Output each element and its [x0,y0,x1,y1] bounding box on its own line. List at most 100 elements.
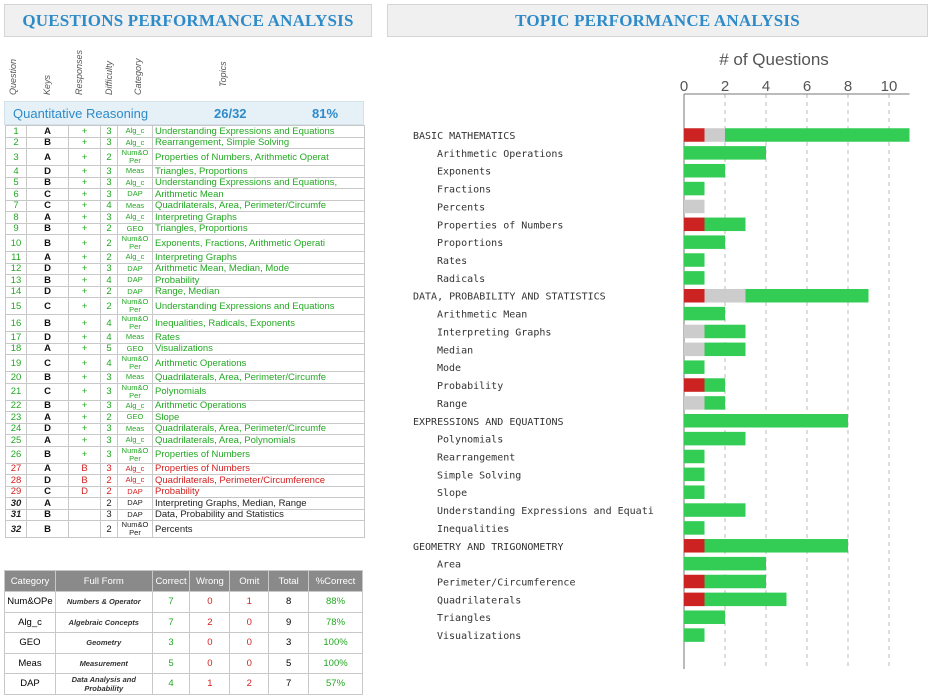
question-key: D [26,331,69,344]
question-category: Num&O Per [117,314,153,332]
bar-wrong [684,128,705,142]
summary-total: 9 [268,611,310,633]
bar-correct [745,288,869,303]
topic-label: Quadrilaterals [437,595,521,606]
summary-omit: 1 [229,591,270,613]
question-key: A [26,211,69,224]
question-topic: Arithmetic Operations [152,354,365,372]
question-response: B [68,474,101,487]
question-number: 7 [5,199,27,212]
question-difficulty: 4 [100,331,118,344]
question-row: 4 D +3 Meas Triangles, Proportions [5,165,365,178]
bar-omit [684,324,705,339]
question-category: DAP [117,262,153,275]
summary-category: DAP [4,673,56,695]
question-difficulty: 4 [100,274,118,287]
question-number: 26 [5,445,27,464]
question-topic: Arithmetic Operations [152,399,365,412]
summary-row: Num&OPe Numbers & Operator 7 0 1 8 88% [4,591,363,613]
summary-wrong: 0 [189,632,231,654]
question-number: 31 [5,508,27,521]
question-response: + [68,125,101,138]
question-response: D [68,485,101,498]
summary-wrong: 0 [189,591,231,613]
question-row: 11 A +2 Alg_c Interpreting Graphs [5,251,365,264]
bar-correct [684,163,725,178]
question-key: D [26,422,69,435]
question-topic: Interpreting Graphs [152,211,365,224]
question-key: B [26,274,69,287]
summary-correct: 7 [151,611,191,633]
question-topic: Quadrilaterals, Area, Perimeter/Circumfe [152,371,365,384]
topic-label: Fractions [437,185,491,196]
question-key: B [26,176,69,189]
question-response [68,520,101,538]
topic-label: Understanding Expressions and Equati [437,506,654,517]
bar-correct [684,235,725,249]
question-response: B [68,462,101,475]
bar-omit [684,342,705,357]
question-topic: Properties of Numbers [152,445,365,464]
question-response: + [68,382,101,401]
bar-correct [684,414,848,428]
bar-correct [684,181,705,196]
question-difficulty: 3 [100,434,118,447]
question-difficulty: 3 [100,422,118,435]
question-category: DAP [117,274,153,287]
bar-correct [684,271,705,285]
question-key: B [26,314,69,332]
question-key: A [26,251,69,264]
question-number: 11 [5,251,27,264]
question-number: 3 [5,148,27,166]
col-header-topics: Topics [218,61,228,87]
question-topic: Data, Probability and Statistics [152,508,365,521]
question-key: D [26,474,69,487]
question-response: + [68,354,101,372]
question-category: Meas [117,422,153,435]
topic-label: Probability [437,381,503,392]
question-key: D [26,262,69,275]
topic-label: Range [437,399,467,410]
questions-table: 1 A +3 Alg_c Understanding Expressions and E… [5,125,365,538]
bar-correct [684,503,746,517]
question-response: + [68,136,101,149]
question-number: 1 [5,125,27,138]
question-row: 22 B +3 Alg_c Arithmetic Operations [5,399,365,412]
summary-percent: 57% [308,673,363,695]
question-response: + [68,422,101,435]
topic-label: Arithmetic Operations [437,149,563,160]
x-tick-label: 10 [881,78,898,95]
summary-omit: 0 [229,632,270,654]
group-label: DATA, PROBABILITY AND STATISTICS [413,292,606,303]
question-key: B [26,508,69,521]
question-topic: Percents [152,520,365,538]
question-row: 10 B +2 Num&O Per Exponents, Fractions, Arit… [5,234,365,252]
question-row: 26 B +3 Num&O Per Properties of Numbers [5,445,365,464]
summary-omit: 0 [229,611,270,633]
summary-percent: 88% [308,591,363,613]
summary-correct: 4 [151,673,191,695]
bar-correct [684,306,725,321]
bar-omit [704,128,725,142]
topic-label: Visualizations [437,631,521,642]
question-row: 18 A +5 GEO Visualizations [5,342,365,355]
bar-correct [684,485,705,499]
question-response: + [68,445,101,464]
question-category: DAP [117,285,153,298]
bar-correct [684,610,725,624]
question-number: 6 [5,188,27,201]
section-header: Quantitative Reasoning 26/32 81% [4,101,364,125]
topic-label: Rates [437,256,467,267]
question-row: 16 B +4 Num&O Per Inequalities, Radicals, Ex… [5,314,365,332]
question-key: A [26,411,69,424]
question-category: DAP [117,508,153,521]
summary-header-wrong: Wrong [189,570,231,592]
group-label: BASIC MATHEMATICS [413,131,515,142]
summary-header-full-form: Full Form [54,570,153,592]
section-percent: 81% [312,105,339,121]
question-row: 28 D B 2 Alg_c Quadrilaterals, Perimeter/Circ… [5,474,365,487]
bar-correct [684,360,705,374]
topic-performance-title: TOPIC PERFORMANCE ANALYSIS [387,4,928,37]
question-category: Num&O Per [117,148,153,166]
summary-category: Meas [4,652,56,674]
